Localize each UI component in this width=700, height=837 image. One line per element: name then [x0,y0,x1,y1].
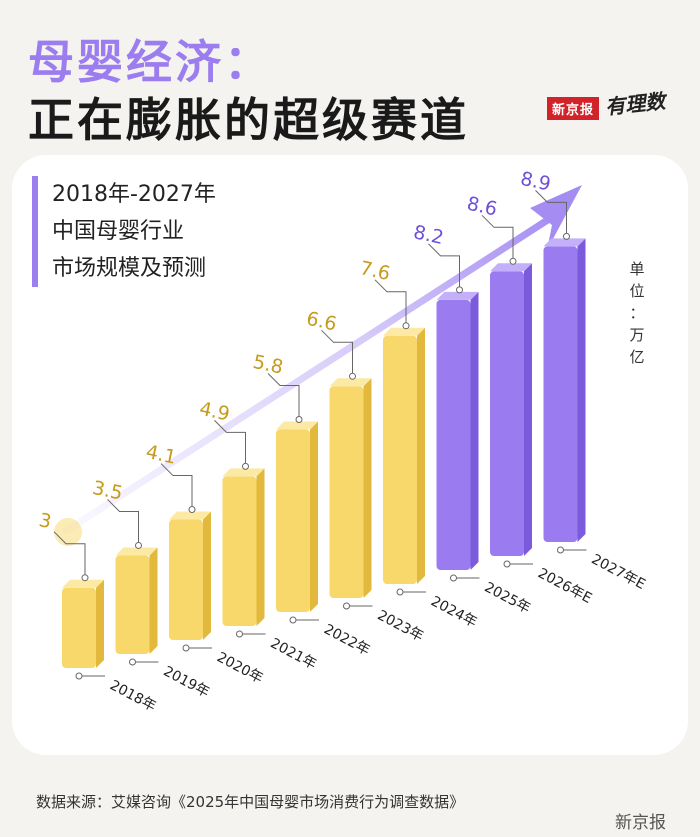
value-leader-dot-2 [188,506,196,514]
value-leader-dot-0 [81,574,89,582]
category-label-0: 2018年 [107,677,158,714]
category-dot-5 [343,602,350,610]
bar-2 [169,519,203,640]
unit-label: 单 位 ： 万 亿 [627,258,647,368]
bar-8 [490,271,524,556]
unit-char-3: ： [629,304,645,322]
category-dot-7 [450,574,457,582]
value-label-6: 7.6 [358,257,392,285]
value-leader-dot-3 [242,462,249,470]
category-dot-6 [396,588,404,596]
unit-char-1: 单 [629,260,645,278]
category-label-6: 2024年 [428,593,479,630]
bar-side-9 [577,238,586,542]
watermark: 新京报 [615,813,666,833]
bar-top-3 [222,468,265,477]
chart-subtitle-line-3: 市场规模及预测 [52,256,207,281]
bar-side-4 [310,421,318,612]
trend-arrow-line [62,208,564,535]
unit-char-2: 位 [629,282,645,300]
category-label-3: 2021年 [268,635,319,672]
unit-char-5: 亿 [629,348,645,366]
bar-side-7 [470,291,479,570]
value-leader-7 [428,243,460,288]
chart-subtitle-line-2: 中国母婴行业 [52,219,185,244]
bar-top-8 [490,263,532,272]
data-source: 数据来源：艾媒咨询《2025年中国母婴市场消费行为调查数据》 [36,793,465,811]
bar-side-3 [256,468,265,626]
category-dot-9 [557,546,564,554]
bar-top-6 [383,327,425,336]
value-label-2: 4.1 [144,441,178,469]
bar-side-5 [363,378,372,598]
chart-subtitle-line-1: 2018年-2027年 [52,182,216,207]
category-dot-4 [289,616,297,624]
value-leader-5 [321,329,353,375]
category-dot-8 [503,560,511,568]
category-dot-3 [236,630,243,638]
category-label-2: 2020年 [214,649,265,686]
bar-side-1 [149,547,158,654]
category-label-8: 2026年E [535,565,594,607]
bar-0 [62,587,96,668]
category-dot-0 [75,672,83,680]
value-leader-9 [535,189,567,235]
value-leader-8 [481,214,514,260]
value-leader-dot-1 [135,541,142,549]
category-label-4: 2022年 [321,621,372,658]
chart-subtitle: 2018年-2027年 中国母婴行业 市场规模及预测 [32,176,216,287]
value-label-5: 6.6 [304,308,338,336]
bar-side-6 [417,327,425,584]
bar-top-9 [543,238,586,247]
category-label-1: 2019年 [161,663,212,700]
bar-top-5 [329,378,372,387]
category-label-7: 2025年 [482,579,533,616]
bar-side-8 [524,263,532,556]
value-leader-dot-7 [456,286,463,294]
bar-top-2 [169,511,211,520]
value-leader-dot-6 [402,322,410,330]
bar-side-0 [96,579,104,668]
bar-9 [543,246,578,542]
brand-logo-box: 新京报 [547,97,600,120]
value-leader-dot-5 [349,372,356,380]
bar-top-0 [62,579,104,588]
value-label-1: 3.5 [90,477,124,505]
value-label-8: 8.6 [465,193,499,221]
value-leader-6 [374,279,407,324]
category-dot-2 [182,644,190,652]
category-label-5: 2023年 [375,607,426,644]
category-dot-1 [129,658,136,666]
bar-4 [276,429,310,612]
value-label-0: 3 [37,509,53,533]
bar-6 [383,335,417,584]
trend-arrow-origin [54,518,82,546]
category-label-9: 2027年E [589,551,648,593]
value-leader-2 [160,463,193,508]
unit-char-4: 万 [629,326,645,344]
value-leader-dot-8 [509,257,517,265]
value-leader-0 [53,531,86,576]
title-line-2: 正在膨胀的超级赛道 [28,93,469,147]
value-leader-dot-9 [563,232,570,240]
value-leader-1 [107,499,139,544]
value-leader-4 [267,373,300,418]
bar-1 [115,555,150,654]
value-leader-dot-4 [295,416,303,423]
bar-top-7 [436,291,479,300]
value-label-3: 4.9 [197,398,231,426]
title-line-1: 母婴经济： [28,35,273,89]
bar-3 [222,476,257,626]
trend-arrow-head [530,185,582,250]
bar-5 [329,386,364,598]
value-label-7: 8.2 [411,221,445,249]
bar-top-1 [115,547,158,556]
bar-top-4 [276,421,318,430]
value-label-9: 8.9 [518,168,552,196]
bar-7 [436,299,471,570]
value-leader-3 [214,419,246,465]
bar-side-2 [203,511,211,640]
value-label-4: 5.8 [251,351,285,379]
